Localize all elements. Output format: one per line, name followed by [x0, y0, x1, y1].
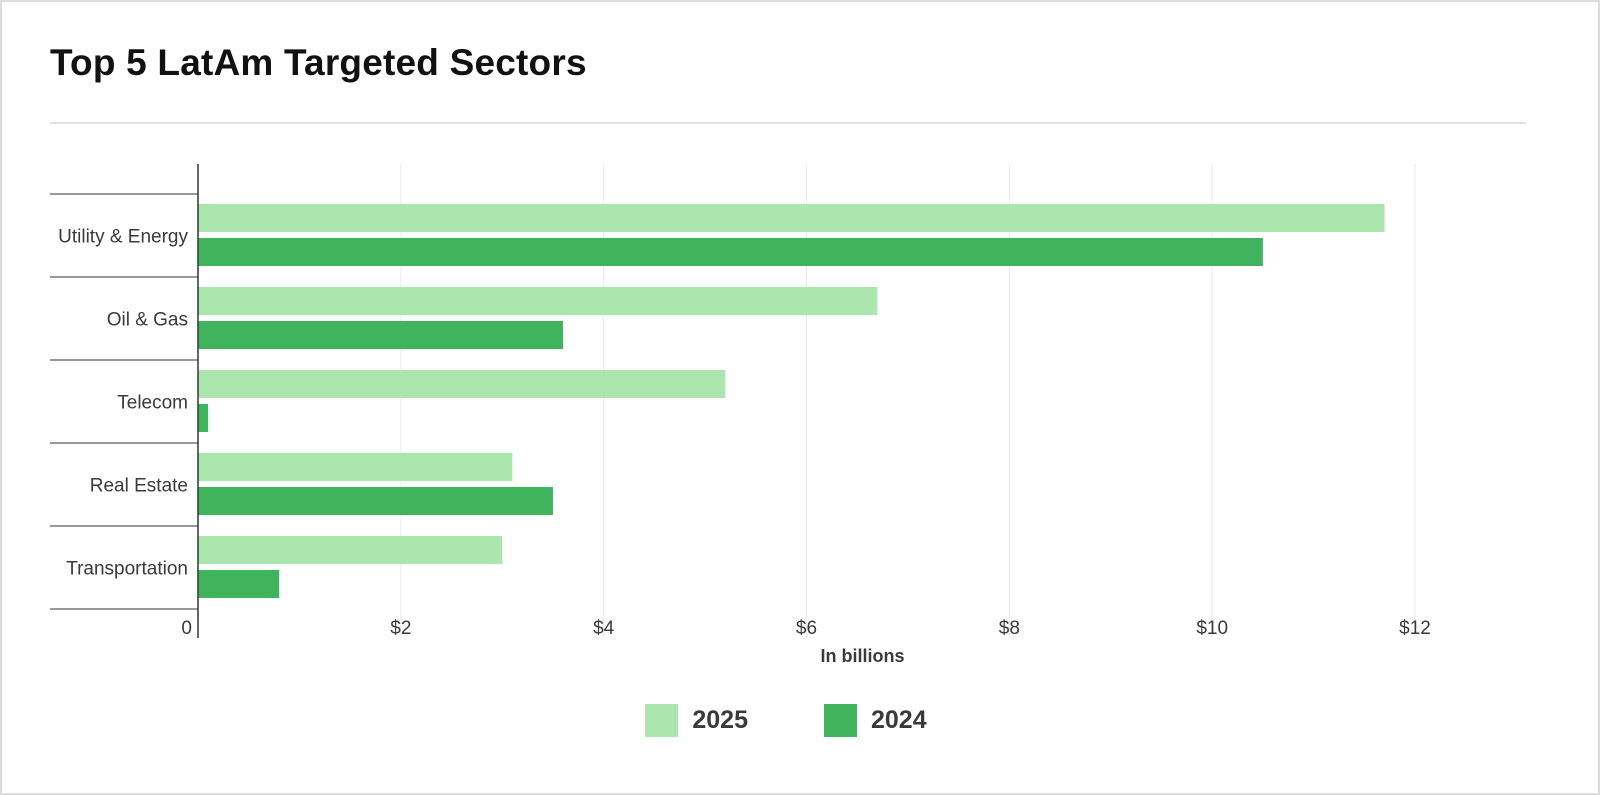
category-label: Telecom — [117, 393, 188, 414]
bar-2024-0 — [198, 238, 1263, 266]
bar-2025-1 — [198, 287, 878, 315]
chart-title: Top 5 LatAm Targeted Sectors — [50, 42, 587, 83]
bar-2025-3 — [198, 453, 513, 481]
title-divider — [50, 122, 1526, 124]
category-label: Utility & Energy — [58, 227, 188, 248]
bar-2024-1 — [198, 321, 564, 349]
legend-label-2025: 2025 — [692, 706, 748, 734]
x-tick-label: $4 — [593, 618, 615, 639]
legend-swatch-2024 — [824, 704, 857, 737]
bar-2024-3 — [198, 487, 553, 515]
category-label: Transportation — [66, 559, 188, 580]
x-tick-label: 0 — [181, 618, 192, 639]
x-tick-label: $10 — [1196, 618, 1228, 639]
bar-2025-0 — [198, 204, 1385, 232]
category-label: Real Estate — [90, 476, 188, 497]
x-tick-label: $2 — [390, 618, 411, 639]
bar-2024-4 — [198, 570, 280, 598]
x-tick-label: $6 — [796, 618, 817, 639]
legend-item-2024: 2024 — [824, 704, 927, 737]
legend-label-2024: 2024 — [871, 706, 927, 734]
category-label: Oil & Gas — [107, 310, 188, 331]
x-tick-label: $8 — [999, 618, 1020, 639]
chart-legend: 2025 2024 — [2, 704, 1570, 737]
legend-item-2025: 2025 — [645, 704, 748, 737]
x-tick-label: $12 — [1399, 618, 1431, 639]
bar-2024-2 — [198, 404, 209, 432]
bar-2025-2 — [198, 370, 726, 398]
bar-chart: Utility & Energy Oil & Gas Telecom Real Est… — [50, 164, 1431, 666]
bar-2025-4 — [198, 536, 503, 564]
x-axis-label: In billions — [821, 646, 905, 666]
legend-swatch-2025 — [645, 704, 679, 737]
